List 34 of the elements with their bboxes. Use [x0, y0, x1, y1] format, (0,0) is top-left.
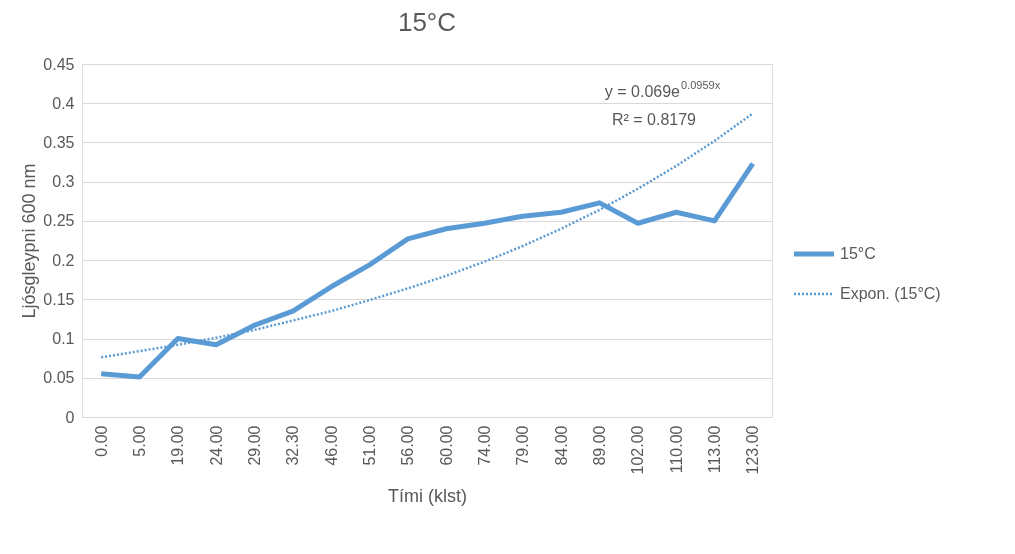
- x-tick-label: 74.00: [476, 425, 493, 466]
- y-tick-label: 0.25: [43, 212, 75, 230]
- y-tick-label: 0.4: [52, 94, 75, 112]
- x-tick-label: 123.00: [744, 425, 762, 475]
- x-axis-title: Tími (klst): [388, 486, 467, 507]
- x-tick-label: 84.00: [552, 425, 570, 466]
- x-tick-label: 24.00: [207, 425, 225, 466]
- chart-title: 15°C: [397, 7, 457, 37]
- y-tick-label: 0: [65, 408, 75, 426]
- x-tick-label: 5.00: [131, 425, 148, 457]
- annotation: R² = 0.8179: [611, 111, 697, 128]
- y-tick-label: 0.1: [52, 330, 75, 348]
- y-tick-label: 0.15: [43, 290, 75, 308]
- x-tick-label: 79.00: [514, 425, 532, 466]
- y-tick-label: 0.2: [52, 251, 75, 269]
- x-tick-label: 102.00: [629, 425, 647, 475]
- x-tick-label: 19.00: [169, 425, 187, 466]
- x-tick-label: 51.00: [361, 425, 378, 466]
- y-tick-label: 0.05: [43, 369, 75, 387]
- legend-label: Expon. (15°C): [840, 285, 941, 302]
- x-tick-label: 89.00: [591, 425, 608, 466]
- x-tick-label: 60.00: [437, 425, 455, 466]
- y-tick-label: 0.45: [43, 55, 75, 73]
- x-tick-label: 29.00: [246, 425, 263, 466]
- x-tick-label: 0.00: [92, 425, 110, 457]
- x-tick-label: 46.00: [322, 425, 340, 466]
- x-tick-label: 32.30: [284, 425, 302, 466]
- y-tick-label: 0.35: [43, 133, 75, 151]
- x-tick-label: 113.00: [706, 425, 723, 474]
- x-tick-label: 110.00: [667, 425, 685, 474]
- x-tick-label: 56.00: [399, 425, 417, 466]
- legend-label: 15°C: [840, 245, 876, 262]
- y-tick-label: 0.3: [52, 173, 75, 191]
- y-axis-title: Ljósgleypni 600 nm: [19, 163, 40, 319]
